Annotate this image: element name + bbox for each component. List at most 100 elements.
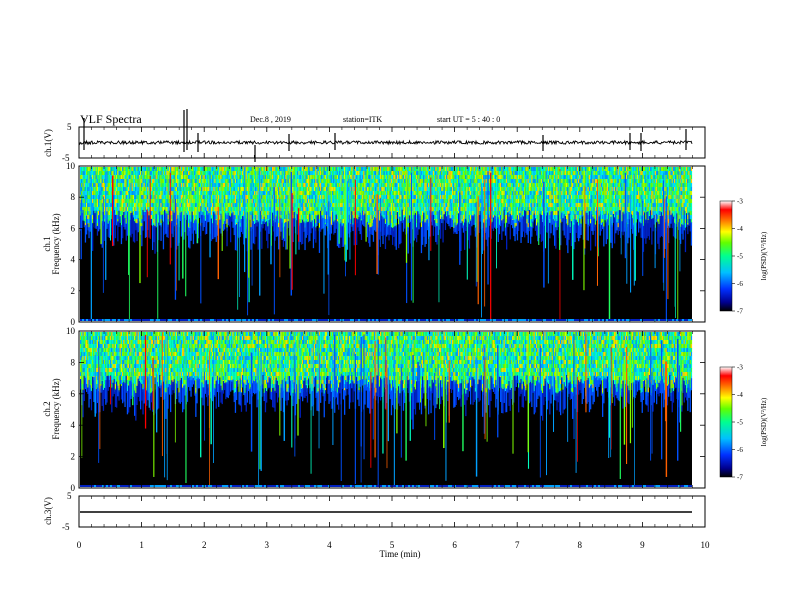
spectrogram-cell xyxy=(162,219,165,224)
spectrogram-cell xyxy=(336,195,339,200)
spectrogram-cell xyxy=(252,215,255,220)
spectrogram-cell xyxy=(132,207,135,212)
spectrogram-cell xyxy=(254,199,256,204)
spectrogram-cell xyxy=(138,171,141,176)
spectrogram-cell xyxy=(292,199,294,204)
spectrogram-cell xyxy=(310,183,312,188)
spectrogram-cell xyxy=(321,191,323,196)
spectrogram-cell xyxy=(389,199,391,204)
spectrogram-cell xyxy=(152,223,154,228)
spectrogram-cell xyxy=(274,195,276,200)
spectrogram-cell xyxy=(155,171,157,176)
spectrogram-cell xyxy=(483,167,485,172)
spectrogram-cell xyxy=(128,183,130,188)
spectrogram-cell xyxy=(218,187,220,192)
spectrogram-cell xyxy=(86,203,88,208)
spectrogram-cell xyxy=(255,171,257,176)
spectrogram-cell xyxy=(224,221,226,230)
spectrogram-cell xyxy=(440,167,442,172)
spectrogram-cell xyxy=(176,179,178,184)
spectrogram-cell xyxy=(94,213,96,229)
spectrogram-cell xyxy=(370,167,372,172)
spectrogram-cell xyxy=(262,221,264,229)
spectrogram-cell xyxy=(218,175,220,180)
spectrogram-cell xyxy=(332,203,334,208)
spectrogram-cell xyxy=(154,226,156,254)
spectrogram-cell xyxy=(392,175,394,180)
spectrogram-cell xyxy=(414,207,417,212)
spectrogram-cell xyxy=(321,195,323,200)
spectrogram-cell xyxy=(225,175,227,180)
spectrogram-cell xyxy=(474,171,477,176)
spectrogram-cell xyxy=(372,167,375,172)
spectrogram-cell xyxy=(305,175,307,180)
spectrogram-cell xyxy=(443,211,445,216)
spectrogram-cell xyxy=(476,191,478,196)
spectrogram-cell xyxy=(84,179,87,184)
spectrogram-cell xyxy=(369,171,371,176)
spectrogram-cell xyxy=(88,211,90,216)
spectrogram-cell xyxy=(455,215,457,220)
spectrogram-cell xyxy=(359,171,361,176)
spectrogram-cell xyxy=(304,215,306,220)
spectrogram-cell xyxy=(230,195,232,200)
spectrogram-cell xyxy=(404,195,406,200)
spectrogram-cell xyxy=(330,171,333,176)
spectrogram-cell xyxy=(231,191,233,196)
spectrogram-cell xyxy=(374,175,376,180)
spectrogram-cell xyxy=(300,175,303,180)
spectrogram-cell xyxy=(387,195,389,200)
spectrogram-cell xyxy=(104,191,106,196)
spectrogram-cell xyxy=(143,195,145,200)
spectrogram-cell xyxy=(423,212,425,237)
spectrogram-cell xyxy=(477,167,479,172)
spectrogram-cell xyxy=(308,179,310,184)
spectrogram-cell xyxy=(147,211,149,230)
spectrogram-cell xyxy=(299,211,301,216)
spectrogram-cell xyxy=(363,183,365,188)
spectrogram-cell xyxy=(231,187,233,192)
spectrogram-cell xyxy=(483,187,485,192)
spectrogram-cell xyxy=(408,167,411,172)
spectrogram-cell xyxy=(458,203,460,208)
spectrogram-cell xyxy=(322,217,324,229)
spectrogram-cell xyxy=(92,203,94,208)
spectrogram-cell xyxy=(383,203,385,208)
spectrogram-cell xyxy=(161,214,163,221)
spectrogram-cell xyxy=(98,207,100,212)
spectrogram-cell xyxy=(82,199,84,204)
spectrogram-cell xyxy=(304,207,306,212)
spectrogram-cell xyxy=(432,195,435,200)
spectrogram-cell xyxy=(274,171,276,176)
spectrogram-cell xyxy=(214,195,216,200)
spectrogram-cell xyxy=(381,203,383,208)
spectrogram-cell xyxy=(426,199,429,204)
spectrogram-cell xyxy=(444,207,447,212)
spectrogram-cell xyxy=(206,207,208,212)
spectrogram-cell xyxy=(153,207,155,212)
spectrogram-cell xyxy=(231,179,233,184)
spectrogram-cell xyxy=(320,175,322,180)
spectrogram-cell xyxy=(474,227,477,237)
spectrogram-cell xyxy=(342,195,345,200)
spectrogram-cell xyxy=(360,215,363,220)
spectrogram-cell xyxy=(96,207,99,212)
spectrogram-cell xyxy=(370,207,372,212)
spectrogram-cell xyxy=(382,191,384,196)
spectrogram-cell xyxy=(100,171,102,176)
spectrogram-cell xyxy=(214,171,216,176)
spectrogram-cell xyxy=(198,195,201,200)
spectrogram-cell xyxy=(278,227,280,250)
spectrogram-cell xyxy=(159,183,161,188)
spectrogram-cell xyxy=(186,203,189,208)
spectrogram-cell xyxy=(424,179,426,184)
spectrogram-cell xyxy=(303,207,305,212)
spectrogram-cell xyxy=(192,223,195,245)
spectrogram-cell xyxy=(275,171,277,176)
spectrogram-cell xyxy=(100,187,102,192)
spectrogram-cell xyxy=(104,183,106,188)
spectrogram-cell xyxy=(329,203,331,208)
spectrogram-cell xyxy=(399,167,401,172)
spectrogram-cell xyxy=(412,187,414,192)
spectrogram-cell xyxy=(353,167,355,172)
